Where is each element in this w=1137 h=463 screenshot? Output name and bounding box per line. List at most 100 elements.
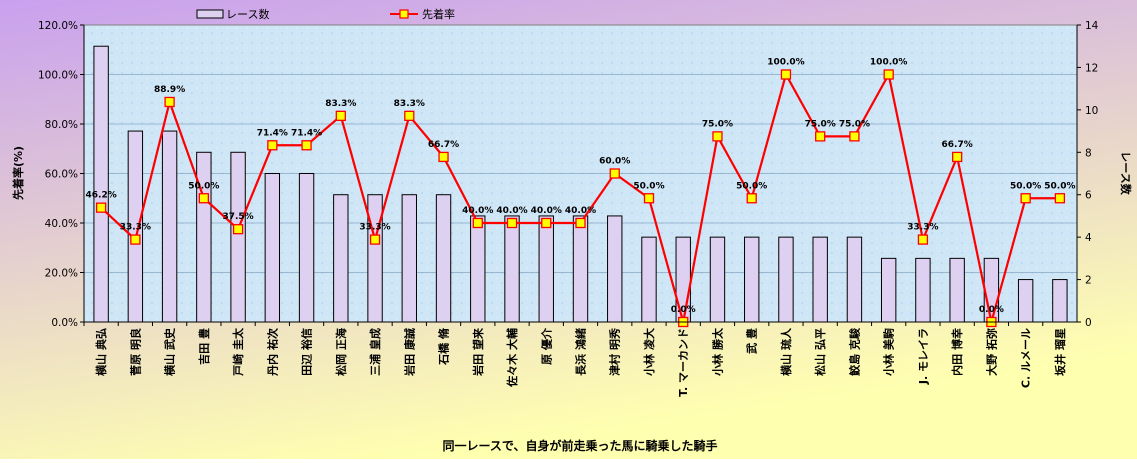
x-tick-label: 岩田 望来 [471,327,485,377]
x-tick-label: 戸崎 圭太 [231,327,245,376]
data-label: 75.0% [702,119,733,129]
data-label: 0.0% [979,305,1004,315]
line-marker [883,69,894,80]
bar [230,151,246,323]
y-left-tick-label: 40.0% [45,218,78,230]
legend: レース数 先着率 [196,7,455,21]
bar [744,236,760,323]
bar [949,257,965,323]
bar [846,236,863,323]
y-right-tick-label: 0 [1085,317,1092,329]
x-tick-label: 岩田 康誠 [402,328,416,377]
data-label: 75.0% [839,119,870,129]
y-left-tick-label: 120.0% [38,20,78,32]
y-left-tick-label: 0.0% [51,317,78,329]
bar [470,215,486,323]
line-marker [1054,193,1066,204]
line-marker [1020,193,1031,204]
y-left-tick-label: 100.0% [38,70,78,82]
x-tick-label: 坂井 瑠星 [1053,328,1067,376]
bar [504,215,520,323]
line-marker [609,168,620,179]
x-tick-label: 佐々木 大輔 [505,328,519,388]
bar [333,194,349,323]
y-right-tick-label: 10 [1085,105,1098,117]
data-label: 50.0% [633,181,664,191]
x-tick-label: 三浦 皇成 [368,328,382,376]
data-label: 66.7% [428,140,459,150]
data-label: 60.0% [599,157,630,167]
line-marker [267,140,278,151]
y-right-tick-label: 12 [1085,62,1098,74]
line-marker [780,69,792,80]
y-right-tick-label: 14 [1085,20,1099,32]
x-tick-label: 丹内 祐次 [265,328,279,376]
data-labels: 46.2% 33.3% 88.9% 50.0% 37.5% 71.4% 71.4% 83.3%… [86,58,1076,316]
axes: 0.0%20.0%40.0%60.0%80.0%100.0%120.0%0246… [38,20,1099,397]
data-label: 37.5% [222,212,253,222]
legend-bar-swatch [196,9,224,19]
y-right-tick-label: 6 [1085,190,1092,202]
line-marker [301,140,312,151]
data-label: 75.0% [805,119,836,129]
data-label: 66.7% [942,140,973,150]
line-marker [404,110,415,121]
bar [435,194,452,323]
bar [264,173,281,323]
legend-marker-swatch [399,9,409,19]
x-tick-label: 石橋 脩 [437,327,451,366]
x-tick-label: 菅原 明良 [128,328,142,376]
bar [812,236,828,323]
legend-bar-label: レース数 [226,8,269,21]
line-marker [712,131,723,142]
x-tick-label: 横山 武史 [163,327,177,376]
data-label: 100.0% [870,58,908,68]
line-marker [369,234,381,245]
data-label: 0.0% [671,305,696,315]
bar [401,194,417,323]
x-tick-label: 小林 凌大 [642,328,656,377]
line-marker [815,131,826,142]
line-series [95,69,1066,328]
x-tick-label: J. モレイラ [917,328,930,385]
x-tick-label: 長浜 鴻緒 [574,328,588,376]
data-label: 40.0% [565,206,596,216]
x-tick-label: 武 豊 [745,328,759,354]
bar [367,194,383,323]
legend-line-label: 先着率 [422,7,455,21]
data-label: 33.3% [359,223,390,233]
y-left-tick-label: 60.0% [45,169,78,181]
data-label: 50.0% [736,181,767,191]
x-tick-label: 大野 拓弥 [984,328,998,376]
y-left-tick-label: 80.0% [45,119,78,131]
line-marker [232,224,244,235]
x-tick-label: 松山 弘平 [813,328,827,376]
data-label: 40.0% [496,206,527,216]
data-label: 71.4% [291,128,322,138]
data-label: 33.3% [120,223,151,233]
data-label: 40.0% [462,206,493,216]
x-tick-label: 原 優介 [539,327,553,365]
line-marker [130,234,141,245]
bar [607,215,623,323]
line-marker [643,193,655,204]
y-axis-left-title: 先着率(%) [11,146,25,200]
bar [641,236,657,323]
bar [915,257,931,323]
x-tick-label: 鮫島 克駿 [847,327,861,376]
x-tick-label: 津村 明秀 [608,328,622,376]
line-marker [198,193,209,204]
x-tick-label: 田辺 裕信 [300,328,314,376]
x-tick-label: 小林 美駒 [882,328,896,377]
line-marker [541,217,552,229]
line-marker [472,217,483,229]
line-marker [575,217,586,229]
y-right-tick-label: 8 [1085,147,1092,159]
data-label: 50.0% [1010,181,1041,191]
bar [709,236,726,323]
bar [1052,279,1068,323]
x-tick-label: T. マーカンド [677,328,690,397]
bar [538,215,554,323]
data-label: 50.0% [188,181,219,191]
y-right-tick-label: 2 [1085,275,1092,287]
